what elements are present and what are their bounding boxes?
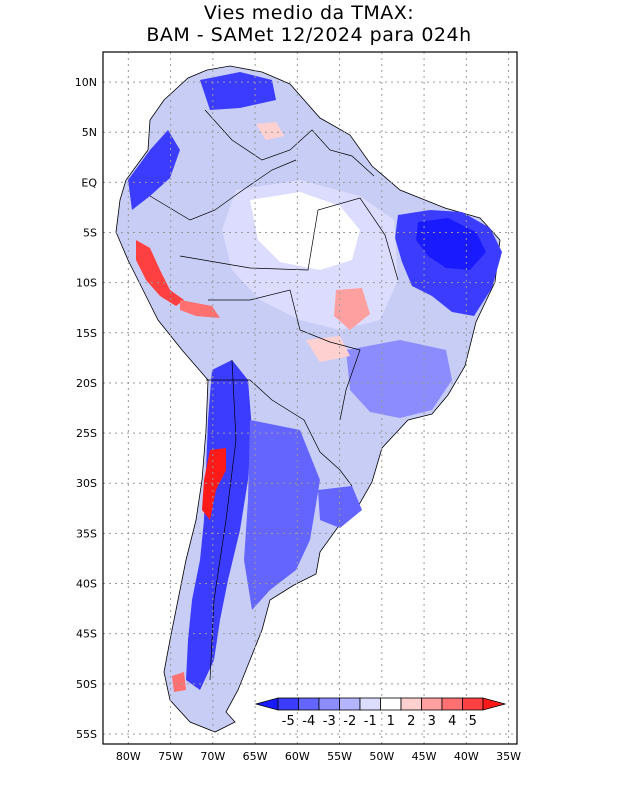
colorbar-label: -4 [302,714,315,729]
parana-cold [346,340,452,418]
lon-tick-label: 70W [200,750,225,763]
map-title-line1: Vies medio da TMAX: [203,2,415,24]
lon-tick-label: 40W [454,750,479,763]
lat-tick-label: 40S [76,578,97,591]
map-frame [102,51,518,745]
venezuela-warm [256,122,284,140]
colorbar-label: -1 [364,714,377,729]
lat-tick-label: 10S [76,277,97,290]
patagonia-cold [244,420,320,610]
colorbar-legend: -5 -4 -3 -2 -1 1 2 3 4 5 [254,697,507,729]
lat-tick-label: 30S [76,477,97,490]
colorbar-label: 4 [448,714,456,729]
colorbar-segment [339,697,361,711]
andes-bolivia-warm [180,300,220,318]
colorbar-label: 2 [407,714,415,729]
colorbar-label: 5 [469,714,477,729]
lat-tick-label: 55S [76,728,97,741]
andes-north-cold [128,130,180,210]
lon-tick-label: 60W [285,750,310,763]
lon-tick-label: 45W [412,750,437,763]
uruguay-cold [318,486,362,528]
colorbar-label: -3 [323,714,336,729]
longitude-axis: 80W 75W 70W 65W 60W 55W 50W 45W 40W 35W [116,750,521,763]
lon-tick-label: 50W [369,750,394,763]
lat-tick-label: 15S [76,327,97,340]
lon-tick-label: 80W [116,750,141,763]
map-gridlines [103,52,517,744]
colorbar-segment [441,697,463,711]
lon-tick-label: 55W [327,750,352,763]
lat-tick-label: 5N [82,126,97,139]
colorbar-segment [462,697,484,711]
lat-tick-label: 5S [83,227,97,240]
northeast-core-cold [416,218,486,270]
colorbar-label: 1 [387,714,395,729]
lon-tick-label: 75W [158,750,183,763]
tierra-del-fuego-warm [172,672,186,692]
colorbar-segment [359,697,381,711]
peru-warm-bias [136,240,184,306]
colorbar-segment [277,697,299,711]
amazon-white [250,192,360,270]
lon-tick-label: 65W [243,750,268,763]
colorbar-segment [380,697,402,711]
lat-tick-label: 20S [76,377,97,390]
colorbar-label: -5 [282,714,295,729]
mato-grosso-warm [306,336,350,362]
lat-tick-label: 35S [76,527,97,540]
lon-tick-label: 35W [496,750,521,763]
colorbar-segment [318,697,340,711]
central-brazil-warm [334,288,370,330]
latitude-axis: 10N 5N EQ 5S 10S 15S 20S 25S 30S 35S 40S 45S 50S 55S [75,76,98,741]
colorbar-label: 3 [428,714,436,729]
lat-tick-label: 10N [75,76,97,89]
country-borders [149,109,399,681]
colorbar-max-arrow [482,697,507,711]
lat-tick-label: EQ [81,176,97,189]
venezuela-cold [200,72,276,110]
colorbar-segment [421,697,443,711]
lat-tick-label: 50S [76,678,97,691]
map-title-line2: BAM - SAMet 12/2024 para 024h [146,24,472,46]
colorbar-segment [400,697,422,711]
lat-tick-label: 45S [76,628,97,641]
lat-tick-label: 25S [76,427,97,440]
chile-andes-warm [202,448,226,520]
colorbar-segment [298,697,320,711]
colorbar-label: -2 [343,714,356,729]
